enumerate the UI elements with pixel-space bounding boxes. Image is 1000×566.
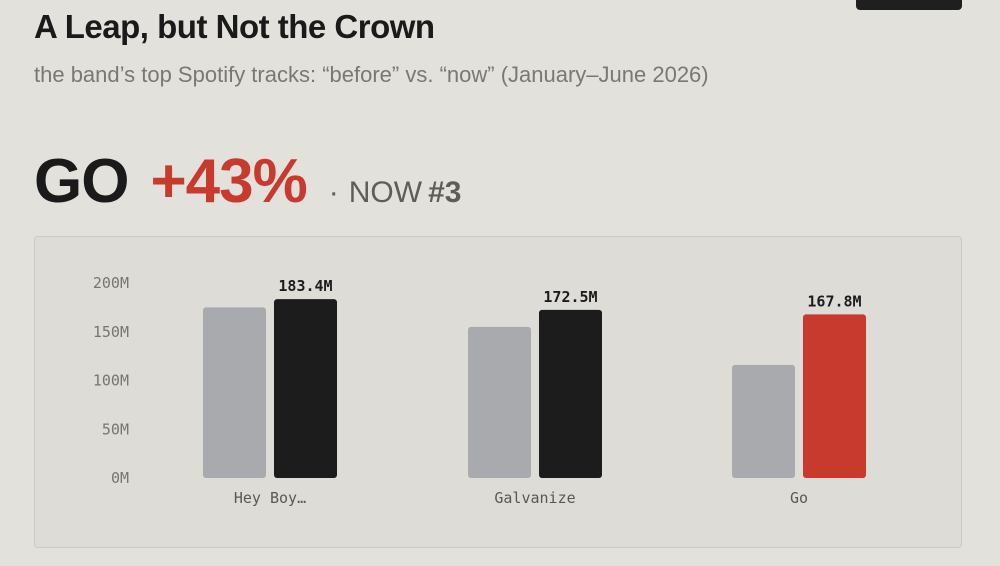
bars: 183.4M 172.5M 167.8M [203, 277, 866, 478]
bar-now [803, 314, 866, 478]
headline-track: GO [34, 147, 129, 216]
x-category-label: Go [790, 489, 808, 507]
bar-before [203, 307, 266, 478]
headline-rank: · NOW #3 [329, 176, 462, 210]
y-axis: 0M 50M 100M 150M 200M [93, 274, 129, 487]
bar-data-label: 183.4M [278, 277, 332, 295]
bar-data-label: 172.5M [543, 288, 597, 306]
y-tick-label: 0M [111, 469, 129, 487]
y-tick-label: 50M [102, 420, 129, 438]
x-category-label: Hey Boy… [234, 489, 306, 507]
bar-chart: 0M 50M 100M 150M 200M 183.4M 172.5M 167.8M Hey… [93, 274, 866, 507]
bar-now [539, 309, 602, 478]
bar-now [274, 299, 337, 478]
headline-rank-number: #3 [428, 176, 462, 209]
y-tick-label: 150M [93, 323, 129, 341]
chart-subtitle: the band’s top Spotify tracks: “before” … [34, 62, 709, 87]
y-tick-label: 100M [93, 372, 129, 390]
y-tick-label: 200M [93, 274, 129, 292]
headline-separator: · [328, 176, 339, 209]
chart-title: A Leap, but Not the Crown [34, 8, 435, 45]
headline: GO +43% · NOW #3 [34, 146, 461, 217]
corner-tab [856, 0, 962, 10]
x-axis: Hey Boy… Galvanize Go [234, 489, 808, 507]
chart-panel: 0M 50M 100M 150M 200M 183.4M 172.5M 167.8M Hey… [34, 236, 962, 548]
x-category-label: Galvanize [494, 489, 575, 507]
headline-change: +43% [150, 147, 307, 216]
headline-rank-prefix: NOW [348, 176, 423, 209]
bar-data-label: 167.8M [807, 292, 861, 310]
bar-before [468, 326, 531, 478]
bar-before [732, 364, 795, 478]
